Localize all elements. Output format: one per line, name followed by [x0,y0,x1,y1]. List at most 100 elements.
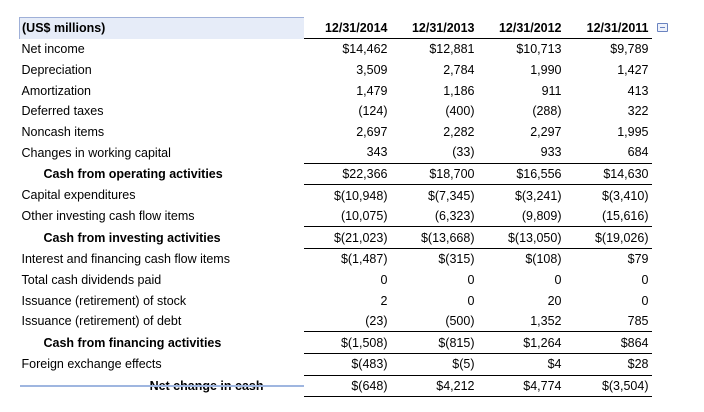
row-label: Changes in working capital [21,145,171,160]
row-label: Other investing cash flow items [21,209,195,224]
row-label: Issuance (retirement) of stock [21,293,187,308]
period-header: 12/31/2013 [390,17,478,40]
row-label: Net income [21,42,85,57]
cell-value: $(483) [351,357,388,372]
table-row: Depreciation 3,509 2,784 1,990 1,427 [20,60,652,81]
table-row: Amortization 1,479 1,186 911 413 [20,80,652,101]
row-label: Cash from investing activities [43,230,221,245]
cell-value: 413 [627,83,649,98]
cell-value: 933 [540,145,562,160]
cell-value: 684 [627,145,649,160]
cell-value: $(10,948) [333,188,388,203]
cell-value: $4,774 [477,374,565,398]
subtotal-row: Cash from operating activities $22,366 $… [20,162,652,186]
cell-value: 343 [366,145,388,160]
cell-value: $9,789 [610,42,649,57]
cell-value: 0 [467,272,475,287]
cell-value: (15,616) [601,209,649,224]
cell-value: $(21,023) [303,226,391,250]
cell-value: 322 [627,104,649,119]
table-row: Interest and financing cash flow items $… [20,249,652,270]
cell-value: 0 [641,293,649,308]
row-label: Noncash items [21,124,105,139]
cell-value: $4,212 [390,374,478,398]
row-label: Issuance (retirement) of debt [21,314,182,329]
cell-value: $(13,050) [477,226,565,250]
cell-value: $(815) [390,331,478,354]
units-header: (US$ millions) [19,16,304,39]
cash-flow-table: (US$ millions) 12/31/2014 12/31/2013 12/… [19,16,652,398]
cell-value: 1,479 [356,83,388,98]
cell-value: (400) [445,104,475,119]
cell-value: $16,556 [477,162,565,186]
cell-value: (288) [532,104,562,119]
cell-value: 785 [627,314,649,329]
table-row: Total cash dividends paid 0 0 0 0 [20,270,652,291]
header-row: (US$ millions) 12/31/2014 12/31/2013 12/… [19,16,652,40]
cell-value: $(648) [303,374,391,398]
cell-value: 2,784 [443,62,475,77]
cell-value: $(1,508) [303,331,391,354]
cell-value: $12,881 [429,42,475,57]
cell-value: $4 [547,357,562,372]
table-row: Other investing cash flow items (10,075)… [20,206,652,227]
cell-value: $1,264 [477,331,565,354]
cell-value: $(108) [525,252,562,267]
table-row: Noncash items 2,697 2,282 2,297 1,995 [20,121,652,142]
cell-value: (6,323) [434,209,475,224]
cell-value: (500) [445,314,475,329]
cell-value: (124) [358,104,388,119]
cell-value: $79 [627,252,649,267]
cell-value: 0 [467,293,475,308]
cell-value: $14,462 [342,42,388,57]
cell-value: $(7,345) [427,188,475,203]
cell-value: $(19,026) [564,226,652,250]
cell-value: 1,995 [617,124,649,139]
cell-value: (23) [365,314,388,329]
cell-value: 2,297 [530,124,562,139]
cell-value: 2 [380,293,388,308]
cell-value: $864 [564,331,652,354]
cell-value: 911 [541,83,562,98]
cell-value: 0 [380,272,388,287]
period-header: 12/31/2011 [564,17,652,40]
cell-value: $10,713 [516,42,562,57]
cell-value: 0 [554,272,562,287]
cell-value: $(315) [438,252,475,267]
row-label: Depreciation [21,62,92,77]
cell-value: (33) [452,145,475,160]
cell-value: (10,075) [340,209,388,224]
cell-value: $14,630 [564,162,652,186]
cell-value: $(3,410) [601,188,649,203]
cell-value: $22,366 [303,162,391,186]
table-row: Net income $14,462 $12,881 $10,713 $9,78… [20,39,652,60]
table-row: Issuance (retirement) of stock 2 0 20 0 [20,290,652,311]
subtotal-row: Cash from investing activities $(21,023)… [20,226,652,250]
table-row: Foreign exchange effects $(483) $(5) $4 … [20,354,652,376]
subtotal-row: Cash from financing activities $(1,508) … [20,331,652,354]
cell-value: 3,509 [356,62,388,77]
table-row: Issuance (retirement) of debt (23) (500)… [20,311,652,332]
cell-value: $(1,487) [340,252,388,267]
row-label: Cash from financing activities [43,335,222,350]
cell-value: 0 [641,272,649,287]
collapse-icon[interactable] [657,23,668,32]
cell-value: $(3,504) [564,374,652,398]
total-row: Net change in cash $(648) $4,212 $4,774 … [20,374,652,398]
cell-value: $(13,668) [390,226,478,250]
cell-value: 1,186 [443,83,475,98]
row-label: Amortization [21,83,91,98]
table-row: Deferred taxes (124) (400) (288) 322 [20,101,652,122]
cell-value: 1,352 [530,314,562,329]
cell-value: (9,809) [521,209,562,224]
cell-value: $(5) [452,357,475,372]
table-row: Capital expenditures $(10,948) $(7,345) … [20,185,652,206]
row-label: Deferred taxes [21,104,104,119]
period-header: 12/31/2014 [303,17,391,40]
bottom-divider [20,385,304,387]
table-row: Changes in working capital 343 (33) 933 … [20,142,652,163]
row-label: Capital expenditures [21,188,136,203]
cell-value: $(3,241) [514,188,562,203]
period-header: 12/31/2012 [477,17,565,40]
row-label: Foreign exchange effects [21,357,162,372]
